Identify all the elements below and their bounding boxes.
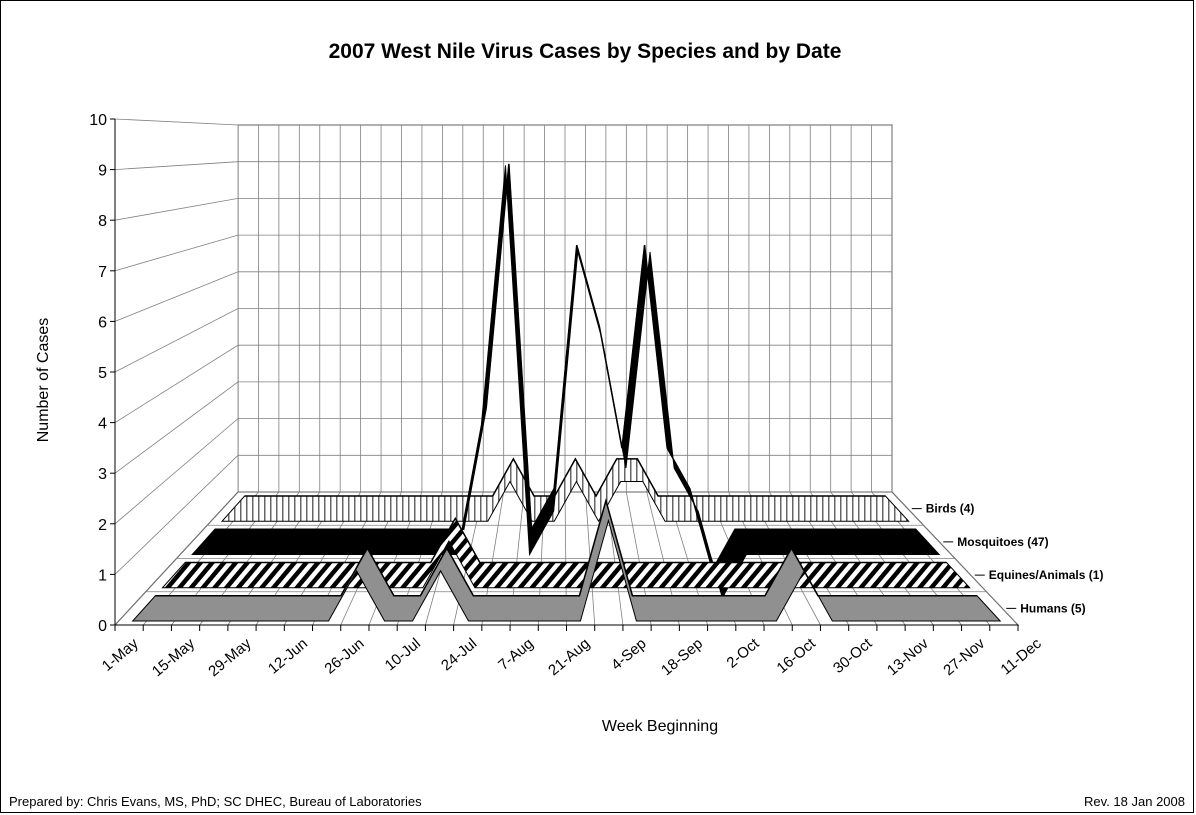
y-tick-label: 6 <box>98 314 107 331</box>
y-tick-label: 8 <box>98 213 107 230</box>
side-wall <box>115 119 238 625</box>
gridline-y <box>114 118 892 126</box>
x-tick-label: 27-Nov <box>940 635 988 679</box>
series-line <box>185 516 947 564</box>
x-tick-label: 21-Aug <box>545 635 593 679</box>
x-tick-label: 29-May <box>205 635 255 680</box>
y-tick-label: 3 <box>98 466 107 483</box>
x-tick-label: 18-Sep <box>658 635 706 679</box>
y-tick-label: 2 <box>98 517 107 534</box>
x-tick-label: 12-Jun <box>265 635 311 678</box>
series-line <box>244 457 886 498</box>
chart-series <box>131 163 1002 622</box>
x-tick-label: 2-Oct <box>723 635 763 672</box>
chart-axes <box>110 118 1019 631</box>
series-label: Birds (4) <box>926 502 975 516</box>
x-tick-label: 10-Jul <box>382 635 424 674</box>
x-tick-label: 26-Jun <box>321 635 367 678</box>
y-tick-label: 4 <box>98 416 107 433</box>
y-tick-label: 9 <box>98 163 107 180</box>
chart-gridlines <box>114 118 1019 626</box>
x-tick-label: 16-Oct <box>774 635 820 677</box>
series-label: Equines/Animals (1) <box>989 568 1104 582</box>
y-axis-title: Number of Cases <box>35 318 52 443</box>
x-tick-label: 11-Dec <box>998 635 1045 679</box>
y-tick-label: 0 <box>98 618 107 635</box>
series-label: Humans (5) <box>1020 601 1085 615</box>
y-tick-label: 10 <box>89 112 107 129</box>
x-tick-label: 30-Oct <box>830 635 876 677</box>
x-tick-label: 4-Sep <box>608 635 650 674</box>
x-axis-title: Week Beginning <box>602 718 718 735</box>
series-label: Mosquitoes (47) <box>957 535 1048 549</box>
series-line <box>155 497 978 597</box>
x-tick-label: 7-Aug <box>495 635 537 674</box>
revision-note: Rev. 18 Jan 2008 <box>1084 794 1185 809</box>
y-tick-label: 1 <box>98 567 107 584</box>
y-tick-label: 7 <box>98 264 107 281</box>
y-tick-label: 5 <box>98 365 107 382</box>
x-tick-label: 1-May <box>99 635 142 675</box>
chart-title: 2007 West Nile Virus Cases by Species an… <box>329 40 842 63</box>
x-tick-label: 13-Nov <box>884 635 932 679</box>
prepared-by-note: Prepared by: Chris Evans, MS, PhD; SC DH… <box>9 794 422 809</box>
x-tick-label: 24-Jul <box>438 635 480 674</box>
x-tick-label: 15-May <box>149 635 199 680</box>
series-line <box>214 163 916 572</box>
